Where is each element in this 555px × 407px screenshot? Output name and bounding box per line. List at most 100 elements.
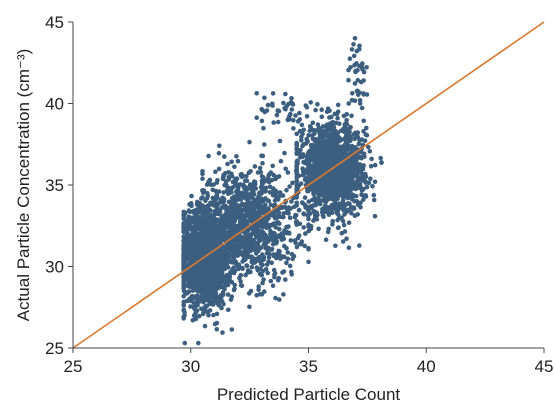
data-point	[331, 183, 337, 188]
data-point	[326, 139, 332, 145]
data-point	[281, 292, 286, 297]
data-point	[200, 263, 205, 269]
data-point	[272, 271, 278, 276]
data-point	[231, 202, 237, 208]
data-point	[238, 215, 244, 221]
data-point	[254, 265, 260, 270]
data-point	[323, 181, 328, 187]
data-point	[240, 173, 245, 179]
data-point	[285, 170, 291, 175]
data-point	[202, 292, 207, 298]
data-point	[195, 219, 201, 224]
data-point	[319, 159, 325, 164]
data-point	[296, 183, 302, 188]
data-point	[335, 133, 341, 139]
data-point	[310, 197, 315, 203]
data-point	[253, 233, 259, 239]
data-point	[359, 170, 364, 176]
data-point	[211, 267, 216, 272]
data-point	[208, 285, 213, 291]
data-point	[273, 295, 278, 301]
data-point	[266, 255, 272, 260]
data-point	[294, 195, 300, 200]
data-point	[211, 255, 216, 261]
data-point	[294, 169, 300, 175]
data-point	[182, 277, 188, 282]
data-point	[231, 239, 236, 244]
x-axis-title: Predicted Particle Count	[217, 385, 401, 404]
data-point	[190, 239, 195, 244]
data-point	[260, 160, 265, 166]
data-point	[361, 197, 366, 202]
data-point	[190, 288, 196, 293]
data-point	[215, 242, 220, 248]
data-point	[200, 240, 205, 245]
data-point	[301, 160, 306, 165]
data-point	[321, 198, 327, 203]
data-point	[260, 268, 266, 274]
data-point	[241, 182, 246, 188]
data-point	[237, 245, 243, 250]
data-point	[184, 221, 189, 227]
data-point	[360, 164, 366, 170]
data-point	[189, 260, 194, 265]
data-point	[285, 117, 291, 123]
data-point	[324, 122, 330, 127]
data-point	[283, 277, 288, 282]
data-point	[353, 145, 358, 150]
data-point	[181, 213, 186, 219]
data-point	[294, 143, 300, 149]
data-point	[196, 210, 201, 215]
data-point	[206, 265, 212, 270]
data-point	[250, 238, 255, 243]
data-point	[326, 212, 332, 217]
data-point	[278, 158, 284, 164]
data-point	[265, 270, 271, 276]
data-point	[244, 239, 249, 245]
data-point	[195, 279, 201, 284]
data-point	[345, 182, 351, 187]
data-point	[364, 92, 370, 97]
data-point	[195, 199, 200, 205]
data-point	[249, 264, 255, 270]
data-point	[207, 276, 212, 282]
data-point	[257, 238, 263, 243]
data-point	[232, 164, 237, 170]
data-point	[224, 225, 229, 230]
data-point	[301, 152, 306, 157]
data-point	[261, 175, 266, 180]
data-point	[189, 275, 194, 281]
data-point	[361, 92, 367, 97]
data-point	[291, 118, 296, 123]
data-point	[192, 313, 197, 318]
data-point	[362, 138, 368, 143]
data-point	[357, 101, 363, 106]
data-point	[200, 233, 205, 238]
data-point	[259, 272, 265, 278]
data-point	[200, 176, 205, 181]
data-point	[192, 306, 197, 312]
data-point	[344, 166, 349, 171]
data-point	[276, 197, 281, 202]
data-point	[181, 246, 186, 251]
data-point	[260, 153, 266, 159]
data-point	[294, 200, 300, 206]
data-point	[232, 213, 237, 219]
data-point	[340, 198, 346, 203]
data-point	[345, 201, 351, 206]
data-point	[202, 323, 208, 329]
data-point	[238, 234, 244, 239]
data-point	[269, 246, 275, 252]
data-point	[211, 312, 216, 318]
data-point	[256, 197, 262, 202]
data-point	[256, 287, 261, 293]
data-point	[357, 162, 363, 167]
data-point	[323, 203, 328, 208]
data-point	[335, 217, 340, 223]
data-point	[284, 224, 289, 230]
data-point	[280, 270, 285, 275]
data-point	[302, 177, 308, 182]
data-point	[248, 243, 253, 248]
data-point	[313, 212, 318, 218]
data-point	[225, 257, 230, 263]
